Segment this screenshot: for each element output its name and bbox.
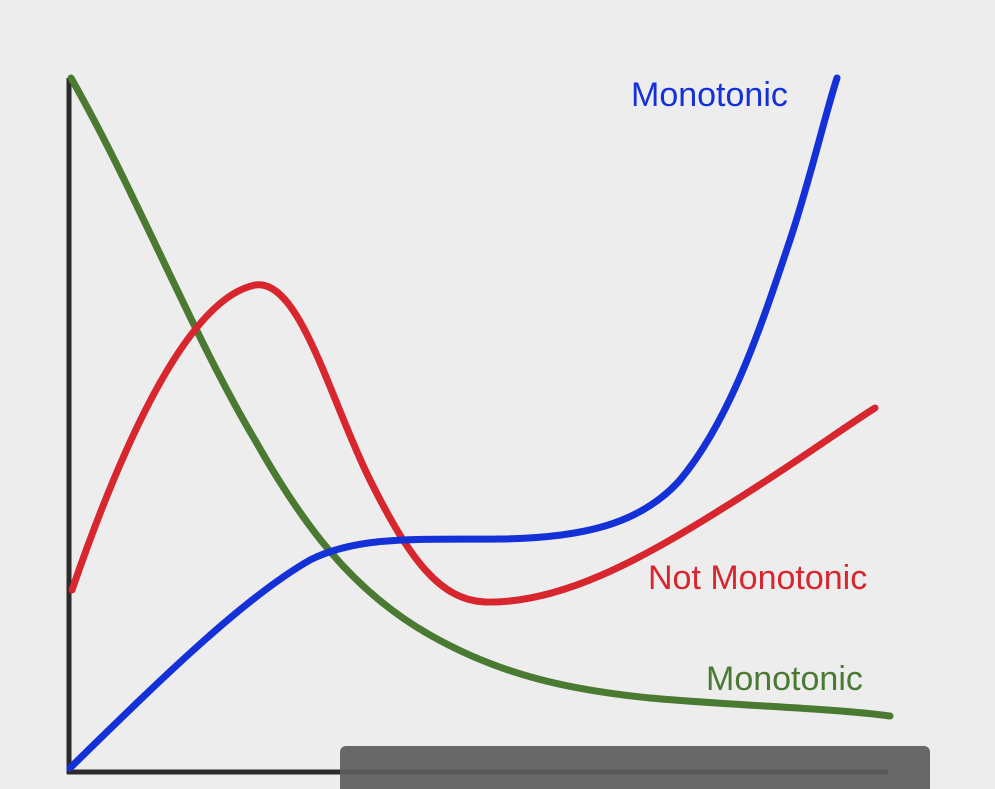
monotonic-increasing-curve <box>66 74 841 772</box>
subtitle-caption-box <box>340 746 930 789</box>
not-monotonic-label: Not Monotonic <box>648 559 867 597</box>
monotonic-decreasing-curve <box>67 74 894 720</box>
monotonic-decreasing-label: Monotonic <box>706 660 863 698</box>
monotonic-increasing-label: Monotonic <box>631 76 788 114</box>
